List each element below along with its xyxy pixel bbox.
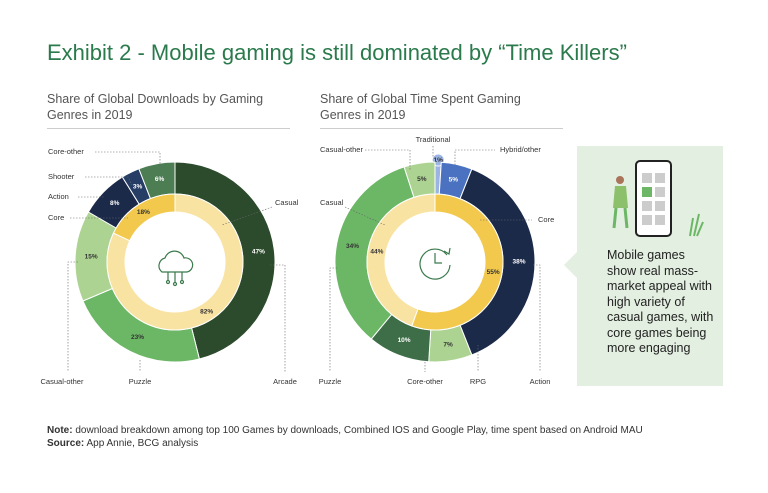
callout-text: Mobile games show real mass-market appea… <box>607 248 714 355</box>
chart-title: Share of Global Downloads by Gaming Genr… <box>47 92 264 122</box>
clock-icon <box>419 247 451 280</box>
leader-line <box>454 149 495 165</box>
leader-line <box>533 264 541 372</box>
segment-label: Core-other <box>48 147 84 156</box>
leader-line <box>67 261 78 372</box>
segment-label: Core-other <box>407 377 443 386</box>
value-label: 5% <box>417 176 427 183</box>
leader-line <box>270 264 286 372</box>
segment-label: Core <box>538 215 554 224</box>
footnote: Note: download breakdown among top 100 G… <box>47 424 643 450</box>
leader-line <box>329 267 337 372</box>
value-label: 7% <box>443 342 453 349</box>
cloud-icon <box>158 250 194 287</box>
exhibit-title: Exhibit 2 - Mobile gaming is still domin… <box>47 40 627 65</box>
leader-line <box>85 176 133 186</box>
segment-label: Casual-other <box>320 145 363 154</box>
note-text: download breakdown among top 100 Games b… <box>75 425 643 436</box>
note: Note: download breakdown among top 100 G… <box>47 424 643 437</box>
value-label: 8% <box>110 200 120 207</box>
leader-line <box>95 151 161 168</box>
donut-segment <box>112 193 176 242</box>
value-label: 10% <box>398 337 411 344</box>
segment-label: Action <box>48 192 69 201</box>
value-label: 55% <box>487 269 500 276</box>
segment-label: Shooter <box>48 172 75 181</box>
value-label: 5% <box>449 177 459 184</box>
segment-label: Casual <box>320 198 344 207</box>
source: Source: App Annie, BCG analysis <box>47 437 643 450</box>
value-label: 1% <box>434 157 444 164</box>
title-rule <box>47 128 290 129</box>
donut-segment <box>366 193 436 327</box>
leader-line <box>344 206 386 226</box>
note-label: Note: <box>47 425 73 436</box>
chart-title: Share of Global Time Spent Gaming Genres… <box>320 92 521 122</box>
segment-label: Action <box>530 377 551 386</box>
title-rule <box>320 128 563 129</box>
callout-arrow <box>564 252 577 278</box>
value-label: 15% <box>85 254 98 261</box>
value-label: 44% <box>370 248 383 255</box>
source-text: App Annie, BCG analysis <box>86 438 199 449</box>
segment-label: Casual <box>275 198 299 207</box>
source-label: Source: <box>47 438 85 449</box>
donut-segment <box>106 193 244 331</box>
value-label: 18% <box>137 209 150 216</box>
value-label: 6% <box>155 176 165 183</box>
segment-label: Hybrid/other <box>500 145 541 154</box>
value-label: 34% <box>346 243 359 250</box>
segment-label: RPG <box>470 377 486 386</box>
segment-label: Core <box>48 213 64 222</box>
value-label: 38% <box>512 259 525 266</box>
value-label: 3% <box>133 184 143 191</box>
segment-label: Traditional <box>416 135 451 144</box>
segment-label: Puzzle <box>129 377 152 386</box>
segment-label: Puzzle <box>319 377 342 386</box>
value-label: 23% <box>131 334 144 341</box>
segment-label: Arcade <box>273 377 297 386</box>
value-label: 47% <box>252 248 265 255</box>
illustration <box>612 160 704 237</box>
donut-segment <box>411 193 504 331</box>
value-label: 82% <box>200 309 213 316</box>
leader-line <box>365 149 411 170</box>
segment-label: Casual-other <box>41 377 84 386</box>
